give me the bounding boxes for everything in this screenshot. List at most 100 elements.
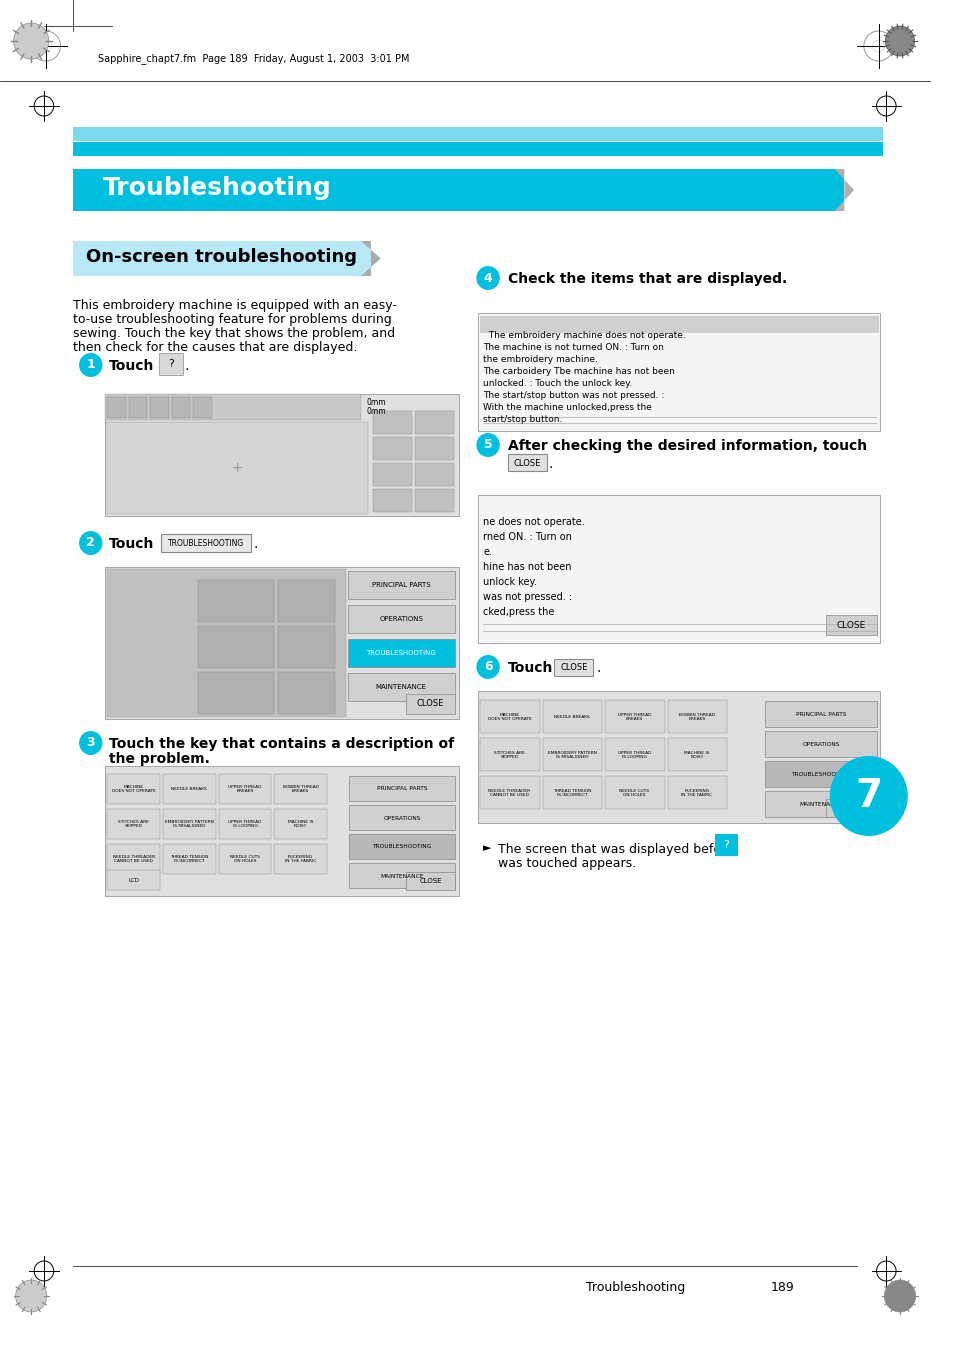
Text: After checking the desired information, touch: After checking the desired information, … <box>507 439 866 453</box>
Bar <box>73 240 371 276</box>
Text: This embroidery machine is equipped with an easy-: This embroidery machine is equipped with… <box>73 299 396 312</box>
Circle shape <box>883 1279 915 1312</box>
Text: .: . <box>596 661 600 676</box>
Text: NEEDLE BREAKS: NEEDLE BREAKS <box>554 715 589 719</box>
Bar <box>163 774 215 804</box>
Text: The embroidery machine does not operate.: The embroidery machine does not operate. <box>482 331 685 340</box>
Text: 1: 1 <box>87 358 95 372</box>
Text: PRINCIPAL PARTS: PRINCIPAL PARTS <box>376 786 427 792</box>
Bar <box>415 489 454 512</box>
Text: UPPER THREAD
IS LOOPING: UPPER THREAD IS LOOPING <box>228 820 261 828</box>
Bar <box>278 626 335 667</box>
Bar <box>347 639 455 667</box>
Bar <box>415 463 454 486</box>
Bar <box>172 397 191 417</box>
Bar <box>764 761 876 788</box>
Text: OPERATIONS: OPERATIONS <box>379 616 423 621</box>
Bar <box>73 169 843 211</box>
Bar <box>129 397 148 417</box>
Bar <box>218 774 271 804</box>
Text: e.: e. <box>482 547 492 557</box>
Text: NEEDLE CUTS
ON HOLES: NEEDLE CUTS ON HOLES <box>230 855 260 863</box>
Text: BOBBIN THREAD
BREAKS: BOBBIN THREAD BREAKS <box>679 713 714 721</box>
Text: CLOSE: CLOSE <box>416 700 444 708</box>
Text: The carboidery Tbe machine has not been: The carboidery Tbe machine has not been <box>482 367 675 376</box>
Text: 0mm: 0mm <box>366 407 385 416</box>
Bar <box>825 615 876 635</box>
Bar <box>406 694 455 713</box>
Bar <box>349 834 455 859</box>
Text: Troubleshooting: Troubleshooting <box>585 1281 684 1294</box>
Circle shape <box>476 434 499 457</box>
Text: NEEDLE THREADER
CANNOT BE USED: NEEDLE THREADER CANNOT BE USED <box>488 789 530 797</box>
Circle shape <box>79 731 102 755</box>
Text: hine has not been: hine has not been <box>482 562 571 571</box>
Text: THREAD TENSION
IS INCORRECT: THREAD TENSION IS INCORRECT <box>170 855 209 863</box>
Bar <box>349 863 455 888</box>
Bar <box>415 411 454 434</box>
Bar <box>159 353 182 376</box>
Circle shape <box>829 757 907 836</box>
Bar <box>274 844 327 874</box>
Circle shape <box>476 655 499 680</box>
Bar <box>507 454 546 471</box>
Text: CLOSE: CLOSE <box>559 663 587 673</box>
Text: OPERATIONS: OPERATIONS <box>383 816 420 820</box>
Text: 7: 7 <box>854 777 882 815</box>
Bar <box>604 775 664 809</box>
Text: Touch: Touch <box>110 536 154 551</box>
Bar <box>108 809 160 839</box>
Bar <box>479 775 539 809</box>
Text: sewing. Touch the key that shows the problem, and: sewing. Touch the key that shows the pro… <box>73 327 395 340</box>
Text: 189: 189 <box>770 1281 794 1294</box>
Bar <box>764 731 876 757</box>
Text: MACHINE
DOES NOT OPERATE: MACHINE DOES NOT OPERATE <box>487 713 531 721</box>
Text: 0mm: 0mm <box>366 399 385 407</box>
Text: .: . <box>253 536 258 551</box>
Polygon shape <box>361 240 380 276</box>
Bar <box>218 809 271 839</box>
Bar <box>108 422 368 513</box>
Bar <box>479 738 539 771</box>
Bar <box>73 127 882 141</box>
Bar <box>373 489 412 512</box>
Text: unlocked. : Touch the unlock key.: unlocked. : Touch the unlock key. <box>482 380 632 388</box>
Text: On-screen troubleshooting: On-screen troubleshooting <box>86 249 356 266</box>
Bar <box>106 394 361 420</box>
Bar <box>477 313 880 431</box>
Text: PUCKERING
IN THE FABRIC: PUCKERING IN THE FABRIC <box>680 789 712 797</box>
Text: The start/stop button was not pressed. :: The start/stop button was not pressed. : <box>482 390 663 400</box>
Bar <box>604 738 664 771</box>
Text: UPPER THREAD
BREAKS: UPPER THREAD BREAKS <box>618 713 651 721</box>
Text: rned ON. : Turn on: rned ON. : Turn on <box>482 532 572 542</box>
Bar <box>278 671 335 713</box>
Text: PRINCIPAL PARTS: PRINCIPAL PARTS <box>372 582 430 588</box>
Bar <box>825 798 876 817</box>
Text: Sapphire_chapt7.fm  Page 189  Friday, August 1, 2003  3:01 PM: Sapphire_chapt7.fm Page 189 Friday, Augu… <box>97 53 409 63</box>
Text: 3: 3 <box>87 736 95 750</box>
Circle shape <box>79 531 102 555</box>
Bar <box>415 436 454 459</box>
Text: TROUBLESHOOTING: TROUBLESHOOTING <box>366 650 436 657</box>
Bar <box>764 790 876 817</box>
Text: CLOSE: CLOSE <box>513 458 540 467</box>
Bar <box>667 775 726 809</box>
Bar <box>106 567 458 719</box>
Text: 6: 6 <box>483 661 492 674</box>
Text: TROUBLESHOOTING: TROUBLESHOOTING <box>790 771 850 777</box>
Text: OPERATIONS: OPERATIONS <box>801 742 839 747</box>
Bar <box>667 700 726 734</box>
Text: With the machine unlocked,press the: With the machine unlocked,press the <box>482 403 651 412</box>
Text: start/stop button.: start/stop button. <box>482 415 562 424</box>
Text: TROUBLESHOOTING: TROUBLESHOOTING <box>372 844 432 850</box>
Bar <box>373 436 412 459</box>
Text: UPPER THREAD
IS LOOPING: UPPER THREAD IS LOOPING <box>618 751 651 759</box>
Text: was not pressed. :: was not pressed. : <box>482 592 572 603</box>
Text: EMBROIDERY PATTERN
IS MISALIGNED: EMBROIDERY PATTERN IS MISALIGNED <box>165 820 213 828</box>
Text: Touch: Touch <box>110 359 154 373</box>
Bar <box>73 142 882 155</box>
Bar <box>479 316 878 332</box>
Bar <box>193 397 212 417</box>
Text: the problem.: the problem. <box>110 753 210 766</box>
Bar <box>542 700 601 734</box>
